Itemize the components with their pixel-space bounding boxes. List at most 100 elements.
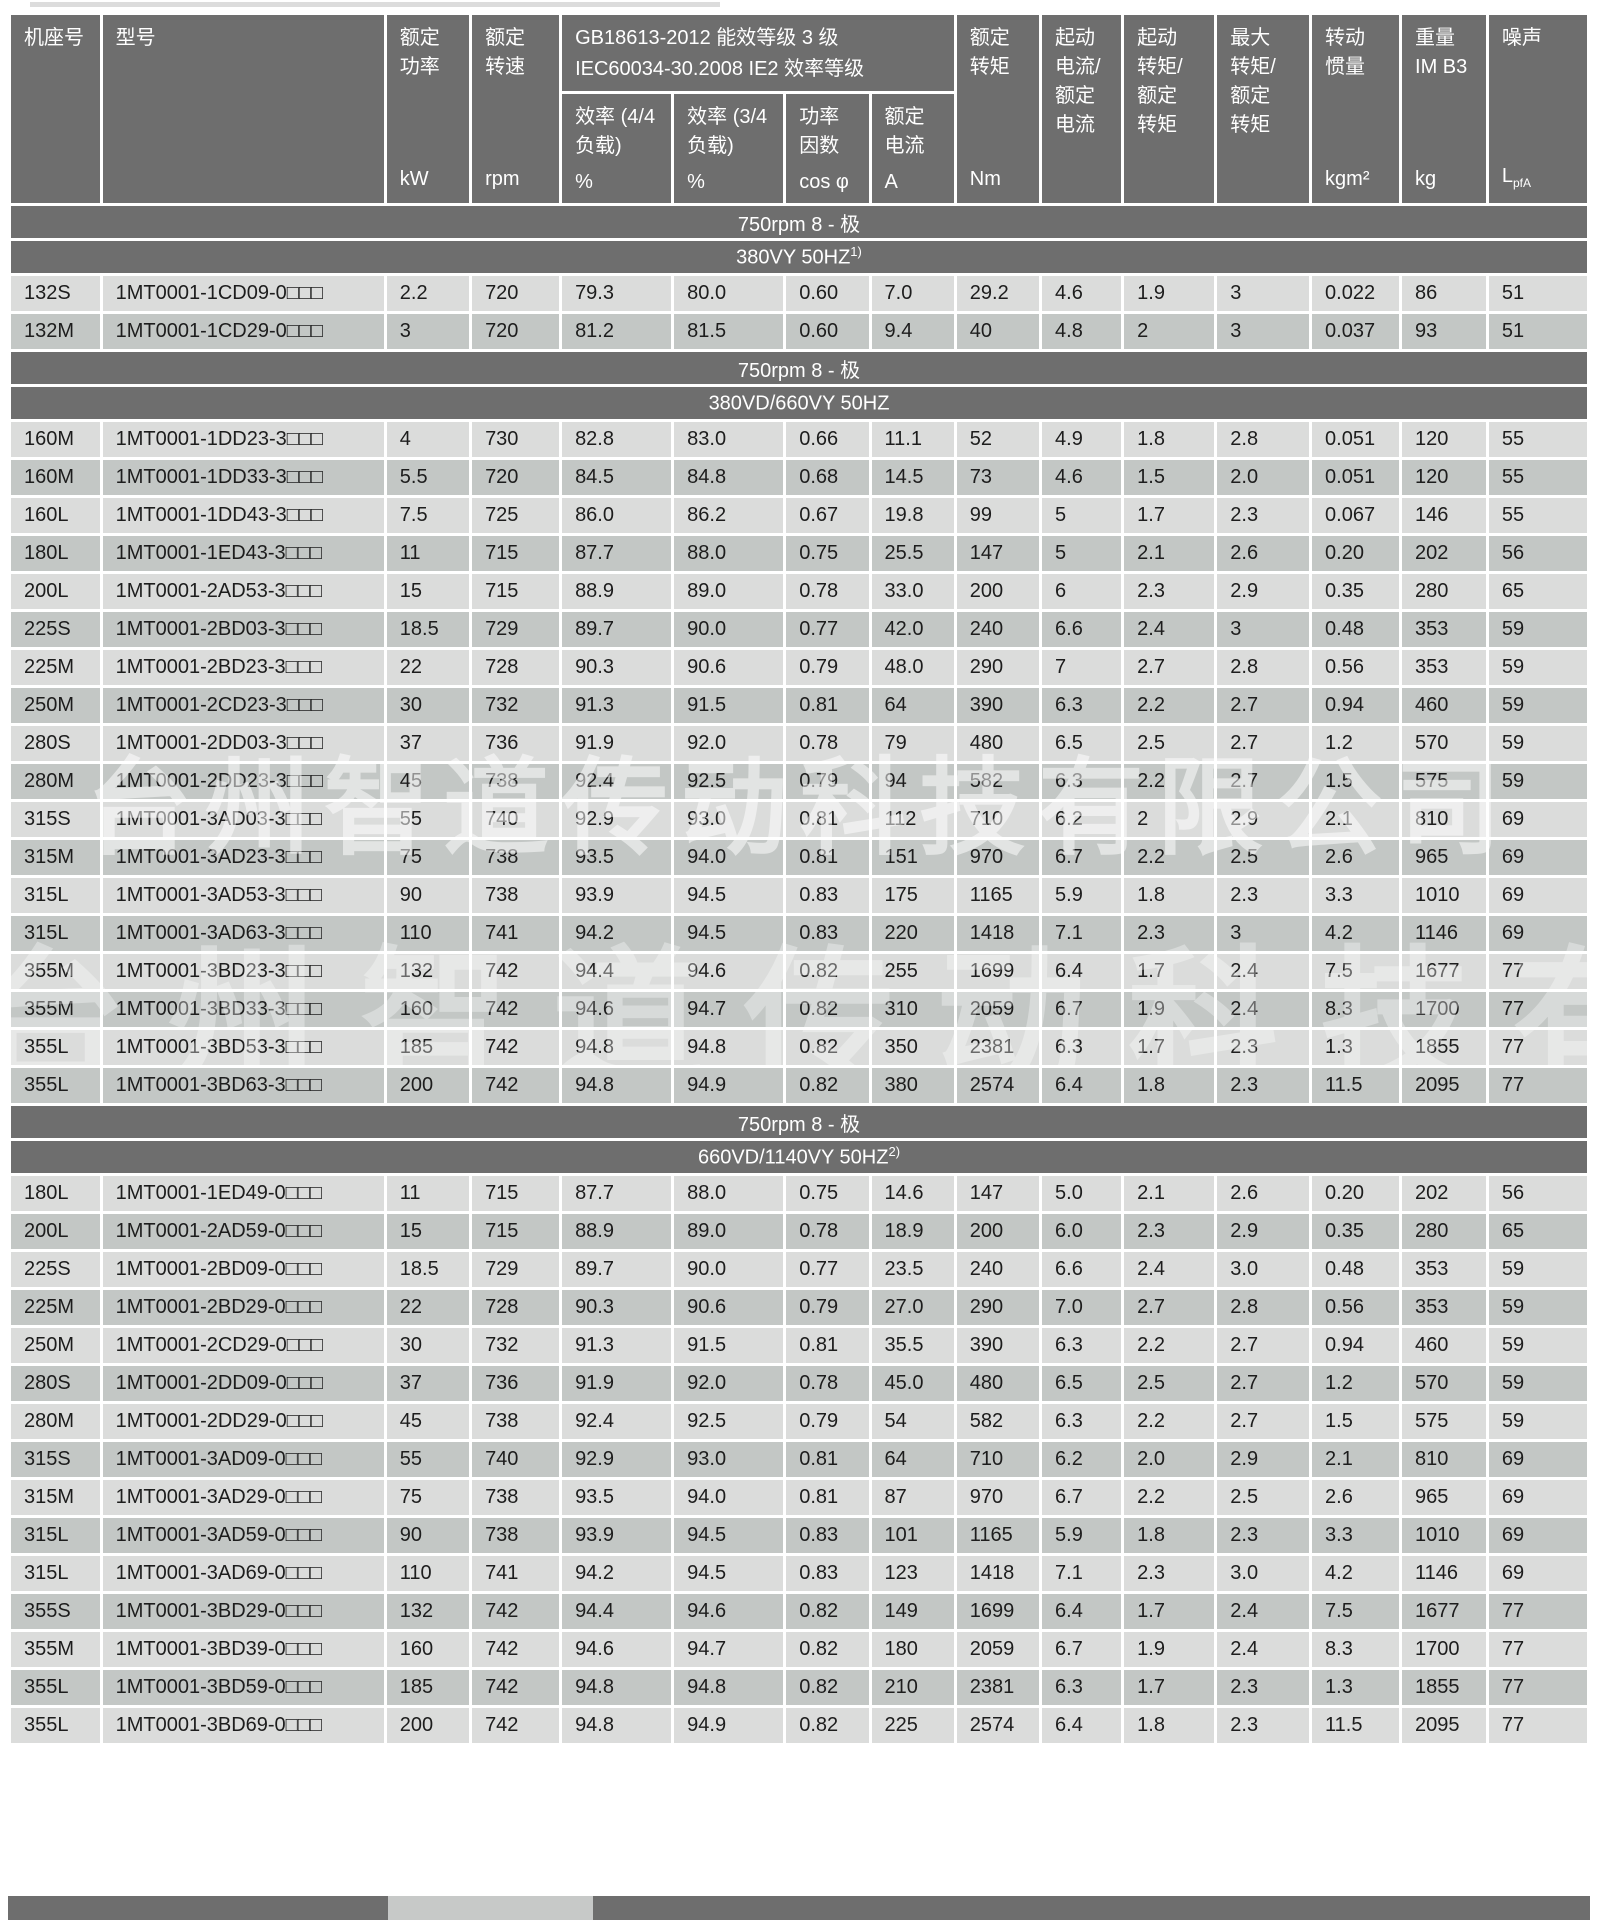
value-cell: 6.3	[1039, 1401, 1125, 1442]
frame-size-cell: 200L	[8, 571, 103, 612]
col-header-efficiency-34: 效率 (3/4 负载)%	[671, 91, 787, 206]
value-cell: 0.051	[1309, 419, 1403, 460]
value-cell: 0.56	[1309, 1287, 1403, 1328]
value-cell: 1677	[1399, 951, 1489, 992]
value-cell: 2.3	[1121, 571, 1218, 612]
value-cell: 0.051	[1309, 457, 1403, 498]
value-cell: 91.9	[559, 1363, 675, 1404]
value-cell: 1146	[1399, 1553, 1489, 1594]
table-row: 355L 1MT0001-3BD59-0□□□ 185 742 94.8 94.8 0.82…	[8, 1667, 1591, 1708]
value-cell: 715	[469, 1211, 563, 1252]
col-header-model-label: 型号	[115, 27, 156, 49]
section-voltage-label: 380VY 50HZ	[736, 246, 851, 269]
value-cell: 3	[1214, 609, 1313, 650]
frame-size-cell: 250M	[8, 1325, 103, 1366]
value-cell: 970	[953, 837, 1043, 878]
table-row: 315L 1MT0001-3AD53-3□□□ 90 738 93.9 94.5 0.83 1…	[8, 875, 1591, 916]
value-cell: 0.94	[1309, 685, 1403, 726]
next-section-bar-light-segment	[388, 1896, 593, 1920]
value-cell: 350	[868, 1027, 957, 1068]
value-cell: 460	[1399, 685, 1489, 726]
value-cell: 742	[469, 1667, 563, 1708]
table-row: 200L 1MT0001-2AD53-3□□□ 15 715 88.9 89.0 0.78 3…	[8, 571, 1591, 612]
value-cell: 2.9	[1214, 1439, 1313, 1480]
value-cell: 93.5	[559, 1477, 675, 1518]
value-cell: 94.4	[559, 951, 675, 992]
value-cell: 2	[1121, 799, 1218, 840]
value-cell: 27.0	[868, 1287, 957, 1328]
value-cell: 736	[469, 723, 563, 764]
value-cell: 965	[1399, 837, 1489, 878]
table-row: 280M 1MT0001-2DD23-3□□□ 45 738 92.4 92.5 0.79 9…	[8, 761, 1591, 802]
value-cell: 2.4	[1214, 989, 1313, 1030]
value-cell: 87	[868, 1477, 957, 1518]
value-cell: 2.3	[1214, 1515, 1313, 1556]
value-cell: 742	[469, 989, 563, 1030]
value-cell: 390	[953, 1325, 1043, 1366]
model-number-cell: 1MT0001-1DD43-3□□□	[99, 495, 387, 536]
value-cell: 0.35	[1309, 1211, 1403, 1252]
table-row: 180L 1MT0001-1ED43-3□□□ 11 715 87.7 88.0 0.75 2…	[8, 533, 1591, 574]
value-cell: 720	[469, 457, 563, 498]
value-cell: 81.5	[671, 311, 787, 352]
value-cell: 3	[1214, 273, 1313, 314]
value-cell: 14.6	[868, 1173, 957, 1214]
frame-size-cell: 355M	[8, 1629, 103, 1670]
value-cell: 94.9	[671, 1065, 787, 1106]
value-cell: 55	[383, 799, 473, 840]
value-cell: 0.35	[1309, 571, 1403, 612]
value-cell: 151	[868, 837, 957, 878]
value-cell: 93.0	[671, 799, 787, 840]
frame-size-cell: 315M	[8, 1477, 103, 1518]
table-row: 355L 1MT0001-3BD63-3□□□ 200 742 94.8 94.9 0.82…	[8, 1065, 1591, 1106]
value-cell: 18.9	[868, 1211, 957, 1252]
col-header-max-torque-ratio: 最大 转矩/ 额定 转矩	[1214, 12, 1313, 206]
value-cell: 69	[1485, 799, 1591, 840]
value-cell: 73	[953, 457, 1043, 498]
value-cell: 51	[1485, 273, 1591, 314]
model-number-cell: 1MT0001-1DD33-3□□□	[99, 457, 387, 498]
value-cell: 112	[868, 799, 957, 840]
value-cell: 2.2	[1121, 1325, 1218, 1366]
model-number-cell: 1MT0001-3AD29-0□□□	[99, 1477, 387, 1518]
value-cell: 353	[1399, 1249, 1489, 1290]
value-cell: 5	[1039, 495, 1125, 536]
value-cell: 738	[469, 1477, 563, 1518]
value-cell: 200	[383, 1705, 473, 1746]
value-cell: 59	[1485, 761, 1591, 802]
value-cell: 69	[1485, 875, 1591, 916]
unit-kg: kg	[1415, 168, 1437, 190]
motor-specification-table: 机座号 型号 额定 功率 kW 额定 转速 rpm GB18613-2012 能效等…	[8, 12, 1591, 1746]
value-cell: 82.8	[559, 419, 675, 460]
table-row: 315M 1MT0001-3AD23-3□□□ 75 738 93.5 94.0 0.81 1…	[8, 837, 1591, 878]
frame-size-cell: 315S	[8, 799, 103, 840]
value-cell: 94.8	[671, 1027, 787, 1068]
value-cell: 1010	[1399, 1515, 1489, 1556]
value-cell: 77	[1485, 1629, 1591, 1670]
value-cell: 0.78	[783, 1363, 872, 1404]
frame-size-cell: 280M	[8, 1401, 103, 1442]
model-number-cell: 1MT0001-3AD69-0□□□	[99, 1553, 387, 1594]
value-cell: 59	[1485, 1287, 1591, 1328]
value-cell: 5	[1039, 533, 1125, 574]
value-cell: 2381	[953, 1027, 1043, 1068]
value-cell: 23.5	[868, 1249, 957, 1290]
value-cell: 77	[1485, 989, 1591, 1030]
table-row: 315L 1MT0001-3AD63-3□□□ 110 741 94.2 94.5 0.83…	[8, 913, 1591, 954]
value-cell: 7.5	[1309, 951, 1403, 992]
value-cell: 738	[469, 875, 563, 916]
value-cell: 0.82	[783, 1705, 872, 1746]
value-cell: 720	[469, 273, 563, 314]
model-number-cell: 1MT0001-3AD09-0□□□	[99, 1439, 387, 1480]
value-cell: 59	[1485, 1401, 1591, 1442]
model-number-cell: 1MT0001-2DD23-3□□□	[99, 761, 387, 802]
value-cell: 0.66	[783, 419, 872, 460]
value-cell: 2.3	[1214, 1027, 1313, 1068]
value-cell: 1165	[953, 1515, 1043, 1556]
standard-line-gb: GB18613-2012 能效等级 3 级	[575, 27, 839, 49]
table-row: 355L 1MT0001-3BD53-3□□□ 185 742 94.8 94.8 0.82…	[8, 1027, 1591, 1068]
value-cell: 90	[383, 1515, 473, 1556]
value-cell: 4.2	[1309, 1553, 1403, 1594]
model-number-cell: 1MT0001-3AD03-3□□□	[99, 799, 387, 840]
value-cell: 0.81	[783, 799, 872, 840]
